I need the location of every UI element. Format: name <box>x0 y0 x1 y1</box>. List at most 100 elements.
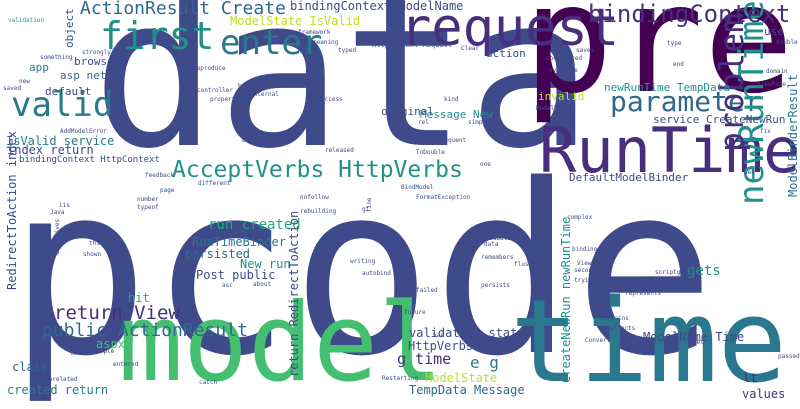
word-cloud-word: basic <box>242 137 261 144</box>
word-cloud-word: correctly <box>646 281 679 288</box>
word-cloud-word: iis <box>59 202 70 209</box>
word-cloud-word: think <box>89 240 108 247</box>
word-cloud-word: values <box>742 387 786 401</box>
word-cloud-word: subsequent <box>430 137 467 144</box>
word-cloud-word: ModelBinderResult <box>786 74 800 197</box>
word-cloud-word: model <box>118 281 444 406</box>
word-cloud-word: bindingContext <box>588 0 791 28</box>
word-cloud-word: typed <box>338 47 357 54</box>
word-cloud-word: flushes <box>514 261 540 268</box>
word-cloud-word: archive <box>73 231 99 238</box>
word-cloud-word: catch <box>199 379 218 386</box>
word-cloud-word: ActionResult Create <box>80 0 286 19</box>
word-cloud-word: Message New <box>420 108 493 121</box>
word-cloud-word: missing <box>617 277 643 284</box>
word-cloud-word: lt <box>743 371 758 385</box>
word-cloud-word: data <box>92 0 593 195</box>
word-cloud-word: bindingContext ModelName <box>290 0 464 13</box>
word-cloud-word: nofollow <box>300 194 329 201</box>
word-cloud-word: IsValid service <box>6 134 115 148</box>
word-cloud-word: use <box>764 25 784 38</box>
word-cloud-word: writing <box>350 258 376 265</box>
word-cloud-word: ToDouble <box>416 149 445 156</box>
word-cloud-word: saves <box>576 47 595 54</box>
word-cloud-word: parameter <box>610 85 762 118</box>
word-cloud-word: fix <box>760 128 771 135</box>
word-cloud-word: run created <box>208 217 301 233</box>
word-cloud-word: weblogs <box>316 242 342 249</box>
word-cloud-word: framework <box>298 29 331 36</box>
word-cloud-word: hit <box>128 291 150 305</box>
word-cloud-word: pre <box>523 0 794 127</box>
word-cloud-word: web <box>744 169 755 176</box>
word-cloud-word: scriptgu <box>655 269 684 276</box>
word-cloud-word: different <box>198 180 231 187</box>
word-cloud-word: Restarting <box>382 375 419 382</box>
word-cloud-word: contains <box>600 315 629 322</box>
word-cloud-word: type <box>667 40 682 47</box>
word-cloud-word: feedback <box>145 172 174 179</box>
word-cloud-word: HttpVerbs Post <box>408 339 510 353</box>
word-cloud-word: shown <box>83 251 102 258</box>
word-cloud-word: ViewData <box>482 235 511 242</box>
word-cloud-word: default <box>45 85 92 98</box>
word-cloud-word: first <box>100 14 215 58</box>
word-cloud-word: unrelated <box>45 376 78 383</box>
word-cloud-word: remembers <box>481 254 514 261</box>
word-cloud-word: end <box>673 61 684 68</box>
word-cloud-word: AddModelError <box>60 128 107 135</box>
word-cloud-word: passed <box>778 353 800 360</box>
word-cloud-word: page <box>160 187 175 194</box>
word-cloud-word: meaning <box>313 39 339 46</box>
word-cloud-word: ModelState IsValid <box>230 14 361 28</box>
word-cloud-word: new <box>19 78 30 85</box>
word-cloud-word: bindingContext HttpContext <box>19 155 160 165</box>
word-cloud-word: internal <box>250 91 279 98</box>
word-cloud-word: enter <box>220 23 323 63</box>
word-cloud-word: ModelBinder <box>536 105 576 112</box>
word-cloud-word: var <box>433 332 444 339</box>
word-cloud-word: something <box>40 54 73 61</box>
word-cloud-word: return View <box>54 302 180 324</box>
word-cloud-word: one <box>480 161 491 168</box>
word-cloud-word: hand <box>238 83 253 90</box>
word-cloud-word: trying <box>574 277 596 284</box>
word-cloud-word: asp net <box>60 69 107 82</box>
word-cloud-word: about <box>253 281 272 288</box>
word-cloud-word: gets <box>687 263 721 279</box>
word-cloud-word: rebuilding <box>300 208 337 215</box>
word-cloud: pcode data pre model time request RunTime valid… <box>3 0 800 406</box>
word-cloud-word: represents <box>625 290 662 297</box>
word-cloud-word: saved <box>3 85 22 92</box>
word-cloud-word: CreateNewRun newRunTime <box>559 216 573 383</box>
word-cloud-word: View <box>577 260 592 267</box>
word-cloud-word: ModelState <box>425 371 498 385</box>
word-cloud-word: return RedirectToAction <box>287 210 301 377</box>
word-cloud-word: index return <box>7 143 94 157</box>
word-cloud-word: failed <box>416 287 438 294</box>
word-cloud-word: considered <box>546 55 583 62</box>
word-cloud-word: second <box>574 267 596 274</box>
word-cloud-word: created return <box>7 383 109 397</box>
word-cloud-word: e g <box>470 353 499 372</box>
word-cloud-word: future <box>404 309 426 316</box>
word-cloud-word: entered <box>113 361 139 368</box>
word-cloud-word: autobind <box>362 270 391 277</box>
word-cloud-word: typeof <box>137 204 159 211</box>
word-cloud-word: state <box>480 229 499 236</box>
word-cloud-word: persists <box>481 282 510 289</box>
word-cloud-word: DefaultModelBinder <box>569 171 689 184</box>
word-cloud-word: example <box>89 348 115 355</box>
word-cloud-word: invalid <box>538 90 585 103</box>
word-cloud-word: directives <box>54 218 61 255</box>
word-cloud-word: Post public <box>196 268 276 282</box>
word-cloud-word: action <box>486 47 526 60</box>
word-cloud-word: controller <box>197 87 234 94</box>
word-cloud-word: request <box>400 0 620 58</box>
word-cloud-word: properties <box>210 96 247 103</box>
word-cloud-word: public ActionResult <box>42 320 248 341</box>
word-cloud-word: gt <box>362 206 370 213</box>
word-cloud-word: override <box>549 67 578 74</box>
word-cloud-word: data <box>484 241 499 248</box>
word-cloud-word: kind <box>444 96 459 103</box>
